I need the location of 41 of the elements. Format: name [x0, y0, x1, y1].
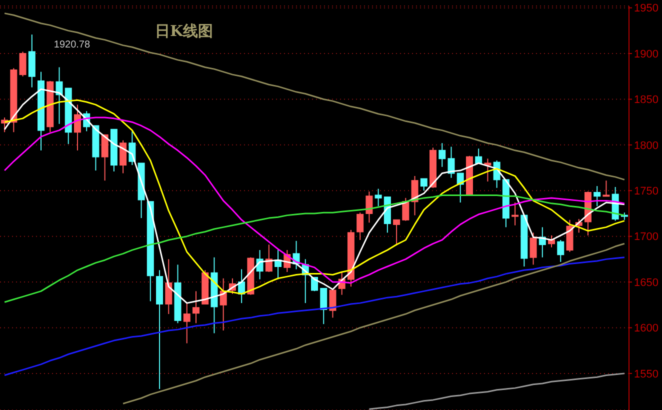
candlestick [329, 290, 336, 318]
candlestick [192, 290, 200, 324]
y-tick-label: 1750 [634, 186, 658, 198]
line-series [368, 372, 626, 410]
y-tick-label: 1600 [634, 322, 658, 335]
y-tick-label: 1950 [634, 2, 658, 15]
candlestick [165, 258, 172, 315]
candlestick [393, 219, 400, 246]
y-tick-label: 1900 [634, 48, 658, 60]
y-tick-label: 1700 [634, 231, 658, 244]
candlestick [101, 134, 108, 182]
candlestick [320, 288, 328, 325]
candlestick [512, 202, 519, 226]
line-series [4, 12, 626, 180]
candlestick [475, 148, 482, 164]
candlestick [602, 180, 610, 197]
y-tick-label: 1650 [634, 276, 658, 289]
candlestick [530, 232, 537, 266]
candlestick [366, 191, 373, 224]
text: 日K线图 [155, 22, 214, 40]
y-tick-label: 1850 [634, 94, 658, 106]
candlestick [448, 146, 455, 178]
candlestick [438, 142, 446, 168]
candlestick [374, 188, 382, 207]
candlestick [566, 219, 574, 252]
candlestick [402, 197, 410, 222]
candlestick [19, 51, 26, 77]
candlestick [120, 140, 127, 174]
line-series [4, 256, 626, 376]
candlestick [74, 104, 81, 151]
candlestick [265, 244, 272, 272]
y-tick-label: 1800 [634, 140, 658, 152]
candlestick [183, 302, 190, 344]
candlestick [420, 178, 428, 192]
candlestick [594, 186, 601, 207]
candlestick [484, 158, 492, 182]
annotation: 1920.78 [54, 40, 90, 51]
line-series [122, 242, 626, 404]
candlestick [557, 239, 564, 262]
candlestick [356, 212, 364, 240]
y-tick-label: 1550 [634, 368, 658, 380]
